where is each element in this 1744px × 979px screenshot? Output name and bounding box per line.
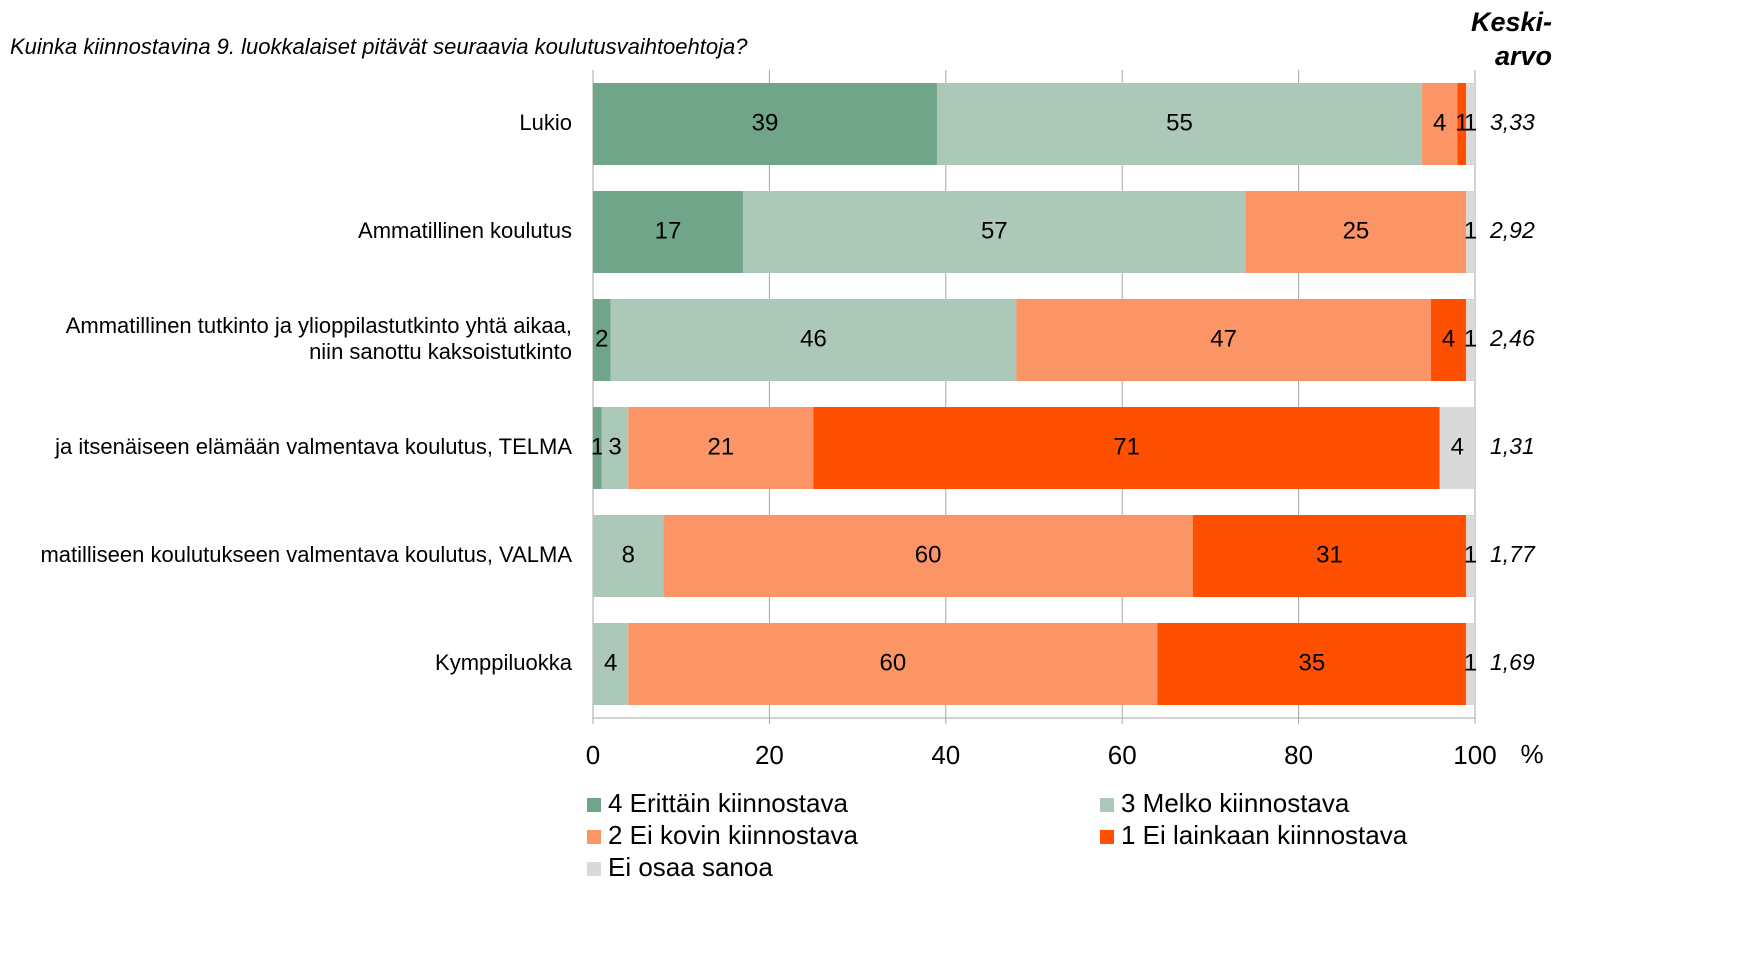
data-label: 60	[915, 541, 942, 568]
chart-title: Kuinka kiinnostavina 9. luokkalaiset pit…	[10, 34, 748, 59]
bar-segment	[1466, 191, 1475, 273]
mean-label: 3,33	[1490, 109, 1535, 135]
bar-segment	[1422, 83, 1458, 165]
y-tick-label: Lukio	[519, 110, 572, 135]
data-label: 4	[604, 649, 617, 676]
legend-swatch	[587, 862, 601, 876]
data-label: 4	[1442, 325, 1455, 352]
mean-label: 1,31	[1490, 433, 1535, 459]
data-label: 1	[1464, 325, 1477, 352]
data-label: 57	[981, 217, 1008, 244]
bar-segment	[742, 191, 1246, 273]
legend-swatch	[587, 830, 601, 844]
mean-title: arvo	[1495, 41, 1552, 71]
mean-label: 1,69	[1490, 649, 1535, 675]
bar-segment	[593, 299, 611, 381]
bar-segment	[1466, 83, 1475, 165]
data-label: 71	[1113, 433, 1140, 460]
x-tick-label: 0	[586, 740, 600, 770]
legend-swatch	[587, 798, 601, 812]
data-label: 25	[1343, 217, 1370, 244]
bar-segment	[628, 623, 1158, 705]
bar-segment	[1016, 299, 1431, 381]
legend-swatch	[1100, 798, 1114, 812]
data-label: 17	[655, 217, 682, 244]
data-label: 1	[1464, 649, 1477, 676]
mean-label: 2,92	[1489, 217, 1535, 243]
data-label: 8	[622, 541, 635, 568]
x-tick-label: 60	[1108, 740, 1137, 770]
legend-label: 3 Melko kiinnostava	[1121, 788, 1350, 818]
bar-segment	[663, 515, 1193, 597]
bar-segment	[593, 515, 664, 597]
data-label: 1	[1464, 109, 1477, 136]
data-label: 1	[1464, 541, 1477, 568]
data-label: 55	[1166, 109, 1193, 136]
bar-segment	[593, 191, 743, 273]
data-label: 1	[1464, 217, 1477, 244]
bar-segment	[1157, 623, 1467, 705]
mean-label: 1,77	[1490, 541, 1536, 567]
mean-title: Keski-	[1471, 7, 1552, 37]
legend-label: Ei osaa sanoa	[608, 852, 773, 882]
bar-segment	[936, 83, 1423, 165]
legend-label: 4 Erittäin kiinnostava	[608, 788, 848, 818]
data-label: 2	[595, 325, 608, 352]
data-label: 1	[1455, 109, 1468, 136]
x-tick-label: 80	[1284, 740, 1313, 770]
bar-segment	[1245, 191, 1467, 273]
y-tick-label: niin sanottu kaksoistutkinto	[309, 339, 572, 364]
x-tick-label: 100	[1453, 740, 1496, 770]
data-label: 1	[591, 433, 604, 460]
y-tick-label: matilliseen koulutukseen valmentava koul…	[40, 542, 572, 567]
data-label: 46	[800, 325, 827, 352]
x-tick-label: 40	[931, 740, 960, 770]
data-label: 4	[1433, 109, 1446, 136]
bar-segment	[628, 407, 814, 489]
x-unit: %	[1520, 739, 1543, 769]
bar-segment	[593, 83, 937, 165]
bar-segment	[1192, 515, 1467, 597]
y-tick-label: Ammatillinen tutkinto ja ylioppilastutki…	[66, 313, 572, 338]
data-label: 3	[608, 433, 621, 460]
bar-segment	[1466, 299, 1475, 381]
legend-label: 2 Ei kovin kiinnostava	[608, 820, 859, 850]
bar-segment	[1466, 623, 1475, 705]
bar-segment	[601, 407, 629, 489]
bar-segment	[813, 407, 1440, 489]
data-label: 39	[752, 109, 779, 136]
data-label: 4	[1451, 433, 1464, 460]
data-label: 31	[1316, 541, 1343, 568]
data-label: 60	[880, 649, 907, 676]
bar-segment	[593, 407, 602, 489]
mean-label: 2,46	[1489, 325, 1535, 351]
bar-segment	[610, 299, 1017, 381]
legend-swatch	[1100, 830, 1114, 844]
data-label: 21	[708, 433, 735, 460]
y-tick-label: ja itsenäiseen elämään valmentava koulut…	[54, 434, 572, 459]
bar-segment	[1430, 299, 1467, 381]
bar-segment	[1439, 407, 1475, 489]
y-tick-label: Ammatillinen koulutus	[358, 218, 572, 243]
data-label: 35	[1298, 649, 1325, 676]
bar-segment	[593, 623, 629, 705]
legend-label: 1 Ei lainkaan kiinnostava	[1121, 820, 1408, 850]
bar-segment	[1457, 83, 1467, 165]
y-tick-label: Kymppiluokka	[435, 650, 573, 675]
bar-segment	[1466, 515, 1475, 597]
x-tick-label: 20	[755, 740, 784, 770]
data-label: 47	[1210, 325, 1237, 352]
